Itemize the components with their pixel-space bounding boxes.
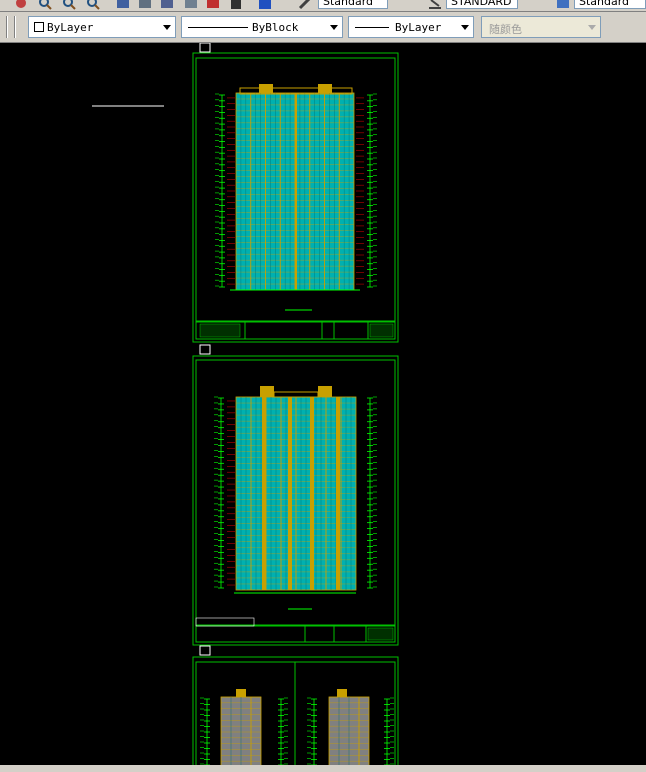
table-style-dropdown[interactable]: Standard [574,0,646,9]
calculator-icon[interactable] [229,0,243,10]
text-style-dropdown[interactable]: Standard [318,0,388,9]
title-block [195,617,396,643]
design-center-icon[interactable] [138,0,152,10]
text-style-icon [298,0,311,10]
lineweight-preview-line [355,27,389,28]
properties-toolbar: ByLayer ByBlock ByLayer 随颜色 [0,12,646,43]
tool-palettes-icon[interactable] [160,0,174,10]
chevron-down-icon[interactable] [330,25,338,30]
model-space-drawing[interactable] [0,43,646,765]
zoom-previous-icon[interactable] [86,0,100,10]
building-elevation-front [215,84,377,291]
building-elevation-side-left [200,689,288,765]
toolbar-separator [6,16,8,38]
color-swatch-icon [34,22,44,32]
help-icon[interactable] [258,0,272,10]
drawing-sheet-1 [192,43,399,343]
toolbar-grip[interactable] [14,16,16,38]
plot-style-control-dropdown[interactable]: 随颜色 [481,16,601,38]
sheet-outer-frame [192,656,399,765]
sheet-inner-frame [195,57,396,322]
linetype-control-label: ByBlock [252,21,299,34]
markup-icon[interactable] [206,0,220,10]
sheet-inner-frame [195,359,396,626]
drawing-sheet-3 [192,645,399,765]
status-bar [0,765,646,772]
building-elevation-side-right [307,689,394,765]
sheet-marker [199,43,211,53]
linetype-control-dropdown[interactable]: ByBlock [181,16,343,38]
color-control-dropdown[interactable]: ByLayer [28,16,176,38]
dim-style-dropdown[interactable]: STANDARD [446,0,518,9]
lineweight-control-dropdown[interactable]: ByLayer [348,16,474,38]
pan-icon[interactable] [14,0,28,10]
sheet-outer-frame [192,355,399,646]
drawing-canvas[interactable] [0,43,646,765]
linetype-preview-line [188,27,248,28]
drawing-sheet-2 [192,344,399,646]
building-elevation-rear [214,386,377,594]
zoom-window-icon[interactable] [62,0,76,10]
sheet-marker [199,344,211,355]
standard-toolbar: Standard STANDARD Standard [0,0,646,12]
sheet-outer-frame [192,52,399,343]
chevron-down-icon [588,25,596,30]
sheet-set-icon[interactable] [184,0,198,10]
lineweight-control-label: ByLayer [395,21,442,34]
table-style-icon [557,0,569,8]
color-control-label: ByLayer [47,21,94,34]
chevron-down-icon[interactable] [461,25,469,30]
zoom-realtime-icon[interactable] [38,0,52,10]
sheet-marker [199,645,211,656]
dim-style-icon [429,0,441,9]
title-block [195,321,396,340]
plot-style-label: 随颜色 [489,23,522,36]
properties-icon[interactable] [116,0,130,10]
chevron-down-icon[interactable] [163,25,171,30]
